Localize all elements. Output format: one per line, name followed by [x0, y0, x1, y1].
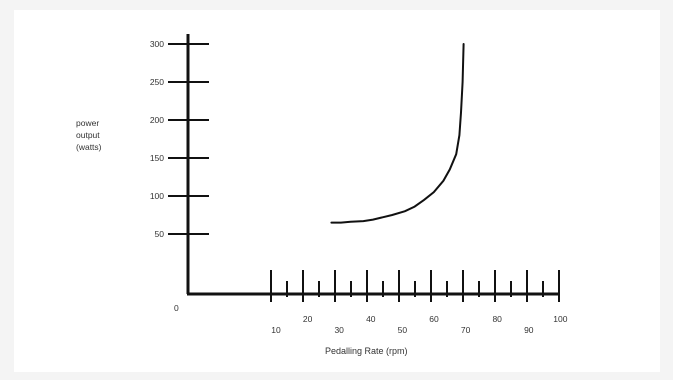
- y-tick-label: 200: [150, 115, 164, 125]
- x-tick-label: 100: [553, 314, 567, 324]
- x-tick-label: 20: [303, 314, 313, 324]
- chart-sheet: [14, 10, 660, 372]
- series-line: [330, 43, 465, 224]
- y-tick-label: 50: [155, 229, 165, 239]
- x-tick-label: 50: [398, 325, 408, 335]
- x-tick-label: 80: [492, 314, 502, 324]
- x-tick-label: 60: [429, 314, 439, 324]
- origin-label: 0: [174, 303, 179, 313]
- x-tick-label: 40: [366, 314, 376, 324]
- y-axis-label-line-3: (watts): [76, 142, 102, 152]
- x-tick-label: 10: [271, 325, 281, 335]
- x-axis-label: Pedalling Rate (rpm): [325, 346, 408, 356]
- y-axis-ticks: 50 100 150 200 250 300: [150, 39, 209, 239]
- y-axis-label-line-2: output: [76, 130, 100, 140]
- x-tick-label: 90: [524, 325, 534, 335]
- y-tick-label: 300: [150, 39, 164, 49]
- y-tick-label: 100: [150, 191, 164, 201]
- y-tick-label: 250: [150, 77, 164, 87]
- y-axis-label-line-1: power: [76, 118, 100, 128]
- x-tick-label: 70: [461, 325, 471, 335]
- y-tick-label: 150: [150, 153, 164, 163]
- x-axis-ticks: 10 20 30 40 50 60 70 80 90 100: [270, 270, 568, 335]
- x-tick-label: 30: [334, 325, 344, 335]
- y-axis-label: power output (watts): [76, 117, 128, 153]
